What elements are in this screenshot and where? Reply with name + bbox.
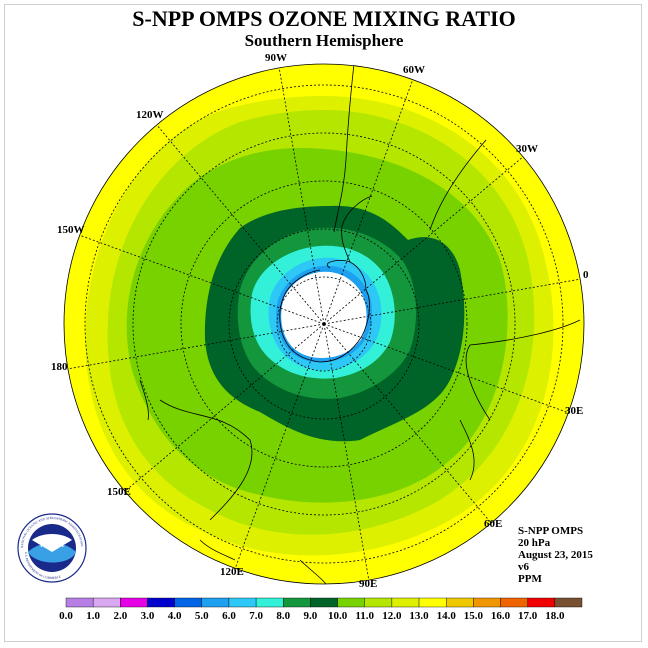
colorbar-tick-label: 10.0 (328, 610, 348, 622)
logo-bird-icon (32, 534, 72, 552)
figure-frame (4, 4, 642, 642)
lon-label: 90E (359, 578, 377, 590)
colorbar-swatch (147, 597, 175, 608)
page-title: S-NPP OMPS OZONE MIXING RATIO (132, 6, 516, 31)
ozone-field (64, 64, 584, 584)
colorbar-tick-label: 11.0 (355, 610, 374, 622)
map-boundary (63, 63, 585, 585)
antarctic-no-data (281, 271, 367, 358)
colorbar-swatch (418, 597, 447, 608)
info-units: PPM (518, 573, 542, 585)
lon-label: 180 (51, 361, 68, 373)
page-subtitle: Southern Hemisphere (244, 31, 404, 50)
colorbar-tick-label: 4.0 (168, 610, 182, 622)
lon-label: 30E (565, 405, 583, 417)
colorbar-swatch (554, 597, 583, 608)
colorbar-swatch (473, 597, 501, 608)
colorbar-tick-label: 16.0 (491, 610, 511, 622)
colorbar-tick-label: 1.0 (86, 610, 100, 622)
colorbar-swatch (446, 597, 474, 608)
colorbar-swatch (228, 597, 257, 608)
coastlines (139, 64, 581, 584)
colorbar-swatch (201, 597, 230, 608)
colorbar-swatch (310, 597, 338, 608)
info-version: v6 (518, 561, 529, 573)
colorbar-tick-label: 14.0 (437, 610, 457, 622)
info-level: 20 hPa (518, 537, 551, 549)
info-instrument: S-NPP OMPS (518, 525, 584, 537)
colorbar-swatch (65, 597, 94, 608)
colorbar-swatch (391, 597, 420, 608)
lon-label: 120W (136, 109, 164, 121)
graticule (66, 66, 582, 582)
noaa-logo: NOAA NATIONAL OCEANIC AND ATMOSPHERIC AD… (17, 513, 87, 583)
colorbar-tick-label: 17.0 (518, 610, 538, 622)
colorbar-tick-label: 13.0 (409, 610, 429, 622)
colorbar-tick-label: 12.0 (382, 610, 402, 622)
colorbar-swatch (255, 597, 284, 608)
colorbar-tick-label: 8.0 (276, 610, 290, 622)
colorbar-swatch (120, 597, 148, 608)
colorbar-tick-label: 3.0 (141, 610, 155, 622)
colorbar-tick-label: 18.0 (545, 610, 565, 622)
colorbar-tick-label: 5.0 (195, 610, 209, 622)
info-date: August 23, 2015 (518, 549, 593, 561)
lon-label: 120E (220, 566, 244, 578)
colorbar-swatch (500, 597, 528, 608)
lon-label: 90W (265, 52, 287, 64)
colorbar-swatch (92, 597, 121, 608)
lon-label: 0 (583, 269, 589, 281)
colorbar-tick-label: 7.0 (249, 610, 263, 622)
colorbar-tick-label: 9.0 (304, 610, 318, 622)
colorbar-swatch (364, 597, 393, 608)
lon-label: 30W (516, 143, 538, 155)
colorbar-swatch (527, 597, 556, 608)
lon-label: 60E (484, 518, 502, 530)
info-panel: S-NPP OMPS 20 hPa August 23, 2015 v6 PPM (518, 525, 593, 585)
colorbar: 0.0 1.0 2.0 3.0 4.0 5.0 6.0 7.0 8.0 9.0 10.0 11.0 12… (59, 597, 583, 622)
colorbar-swatch (174, 597, 202, 608)
colorbar-tick-label: 15.0 (464, 610, 484, 622)
lon-label: 60W (403, 64, 425, 76)
colorbar-tick-label: 0.0 (59, 610, 73, 622)
longitude-labels: 90W 60W 30W 0 30E 60E 90E 120E 150E 180 … (51, 52, 589, 590)
colorbar-swatch (283, 597, 311, 608)
colorbar-tick-label: 6.0 (222, 610, 236, 622)
lon-label: 150E (107, 486, 131, 498)
logo-wave-icon (28, 543, 76, 563)
colorbar-tick-label: 2.0 (113, 610, 127, 622)
lon-label: 150W (57, 224, 85, 236)
logo-text: NOAA (40, 540, 64, 549)
south-pole-marker (322, 322, 326, 326)
colorbar-swatch (337, 597, 365, 608)
